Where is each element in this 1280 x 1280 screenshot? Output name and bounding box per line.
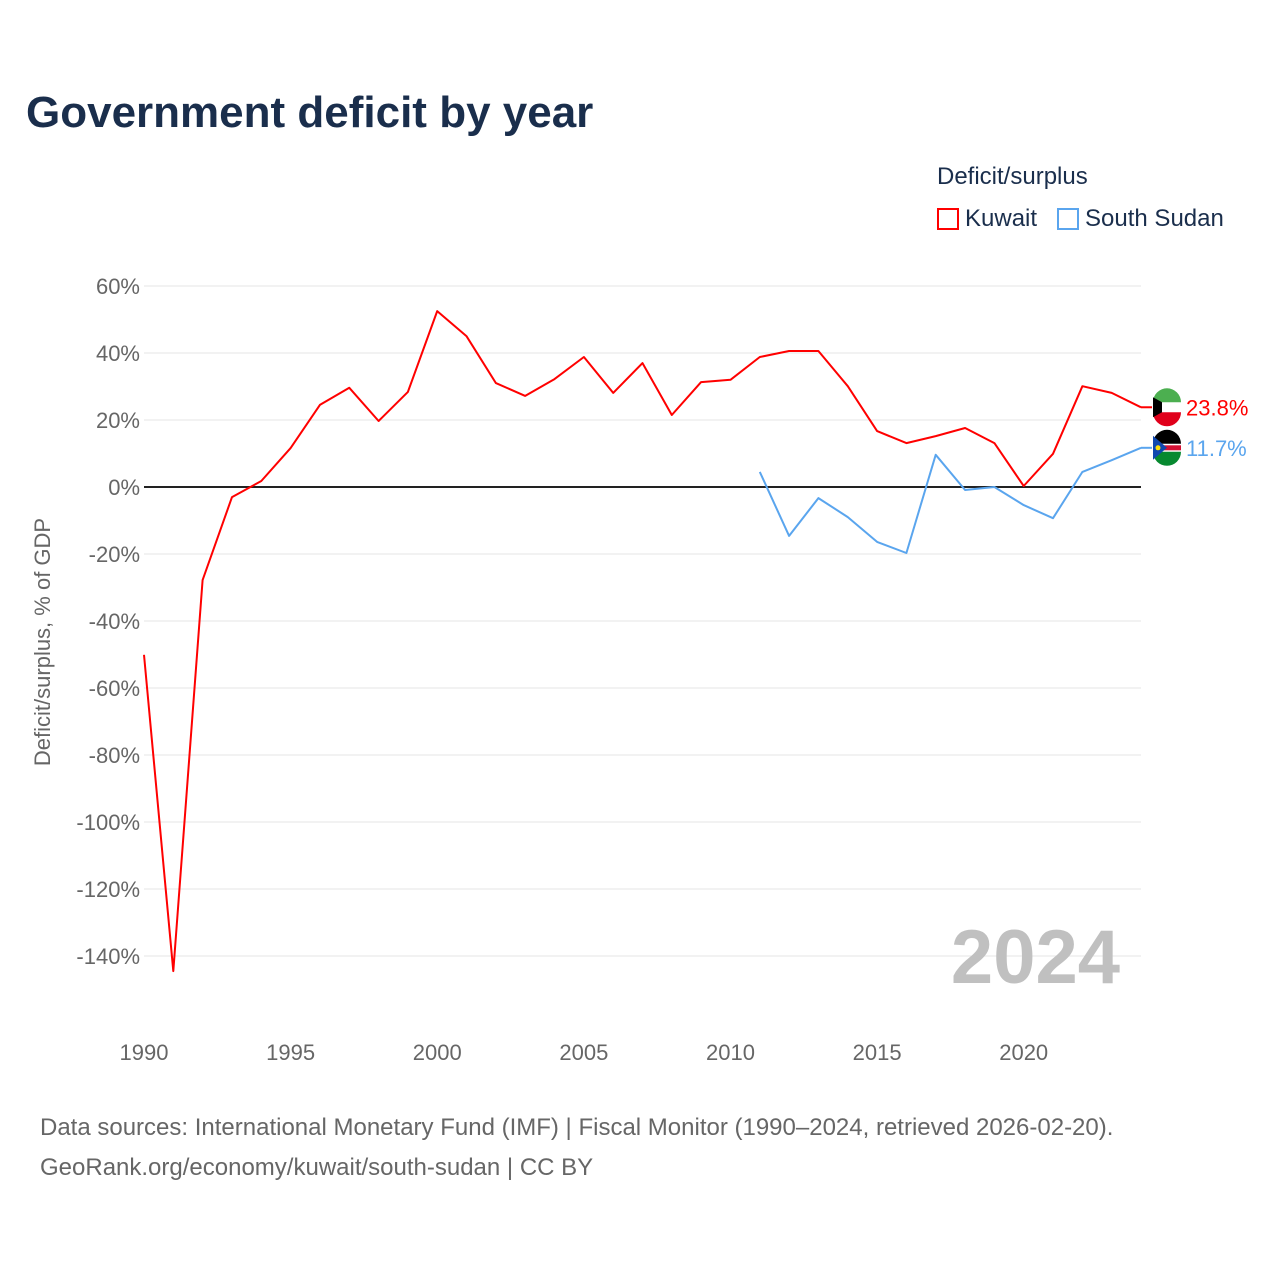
y-tick-label: -100% [76, 810, 140, 835]
south-sudan-flag-green [1153, 451, 1181, 466]
y-tick-label: -40% [89, 609, 140, 634]
x-tick-label: 2015 [853, 1040, 902, 1065]
watermark-year: 2024 [951, 915, 1120, 1000]
legend-swatch-kuwait [937, 208, 959, 230]
y-axis-label: Deficit/surplus, % of GDP [30, 518, 55, 766]
kuwait-flag-red [1153, 412, 1181, 427]
legend-item-kuwait[interactable]: Kuwait [937, 205, 1037, 233]
y-tick-label: 0% [108, 475, 140, 500]
legend-label: South Sudan [1085, 205, 1224, 232]
x-tick-label: 2005 [559, 1040, 608, 1065]
source-line-1: Data sources: International Monetary Fun… [40, 1114, 1114, 1141]
x-tick-label: 1995 [266, 1040, 315, 1065]
y-tick-label: -60% [89, 676, 140, 701]
y-tick-label: -140% [76, 944, 140, 969]
end-value-label: 23.8% [1186, 395, 1248, 420]
series-line-kuwait [143, 310, 1142, 973]
south-sudan-flag-star [1155, 445, 1161, 451]
x-tick-label: 2010 [706, 1040, 755, 1065]
source-note: Data sources: International Monetary Fun… [40, 1108, 1113, 1188]
source-line-2: GeoRank.org/economy/kuwait/south-sudan |… [40, 1154, 594, 1181]
south-sudan-flag-black [1153, 429, 1181, 444]
y-tick-label: -20% [89, 542, 140, 567]
kuwait-flag-green [1153, 388, 1181, 403]
y-tick-label: -120% [76, 877, 140, 902]
kuwait-flag-black [1153, 397, 1162, 418]
x-tick-label: 2020 [999, 1040, 1048, 1065]
legend-label: Kuwait [965, 205, 1038, 232]
y-tick-label: -80% [89, 743, 140, 768]
x-tick-label: 2000 [413, 1040, 462, 1065]
y-tick-label: 60% [96, 274, 140, 299]
legend-item-south-sudan[interactable]: South Sudan [1057, 205, 1224, 233]
legend-swatch-south-sudan [1057, 208, 1080, 230]
chart-title: Government deficit by year [26, 88, 594, 137]
end-value-label: 11.7% [1186, 436, 1247, 461]
y-tick-label: 20% [96, 408, 140, 433]
legend-title: Deficit/surplus [937, 163, 1088, 190]
y-tick-label: 40% [96, 341, 140, 366]
legend: Kuwait South Sudan [937, 205, 1224, 233]
series-line-south-sudan [758, 446, 1142, 554]
x-tick-label: 1990 [120, 1040, 169, 1065]
